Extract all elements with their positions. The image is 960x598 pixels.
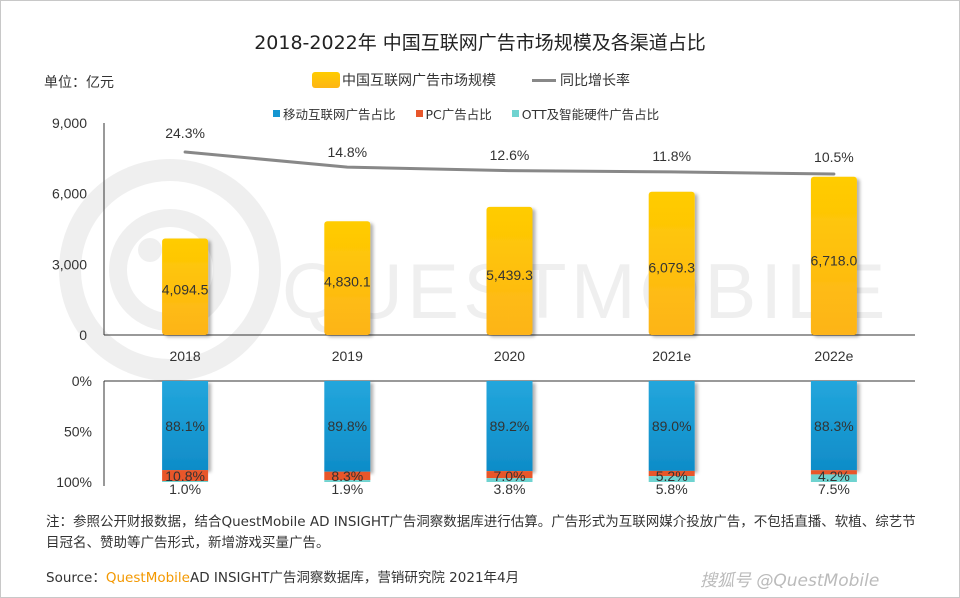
legend-pc-swatch xyxy=(415,110,423,117)
legend-bar-swatch xyxy=(312,72,340,88)
legend-bar-label: 中国互联网广告市场规模 xyxy=(342,73,496,89)
legend-ott: OTT及智能硬件广告占比 xyxy=(511,104,660,123)
watermark-credit: 搜狐号 @QuestMobile xyxy=(700,571,880,591)
legend-line-label: 同比增长率 xyxy=(560,73,630,89)
source-prefix: Source： xyxy=(46,570,106,586)
legend-top: 中国互联网广告市场规模 同比增长率 xyxy=(312,70,630,90)
legend-line-swatch xyxy=(532,78,556,82)
source-rest: AD INSIGHT广告洞察数据库，营销研究院 2021年4月 xyxy=(189,570,520,586)
source-line: Source：QuestMobileAD INSIGHT广告洞察数据库，营销研究… xyxy=(46,566,519,586)
legend-mobile: 移动互联网广告占比 xyxy=(273,104,396,123)
legend-mobile-swatch xyxy=(273,110,280,117)
chart-title: 2018-2022年 中国互联网广告市场规模及各渠道占比 xyxy=(254,32,706,54)
source-brand: QuestMobile xyxy=(105,570,190,586)
unit-label: 单位：亿元 xyxy=(44,75,114,91)
legend-pc: PC广告占比 xyxy=(415,104,492,123)
legend-bottom: 移动互联网广告占比 PC广告占比 OTT及智能硬件广告占比 xyxy=(273,104,679,123)
legend-pc-label: PC广告占比 xyxy=(425,107,492,122)
footnote: 注：参照公开财报数据，结合QuestMobile AD INSIGHT广告洞察数… xyxy=(46,514,916,551)
legend-ott-label: OTT及智能硬件广告占比 xyxy=(521,107,660,122)
legend-ott-swatch xyxy=(511,110,519,117)
legend-mobile-label: 移动互联网广告占比 xyxy=(283,107,396,122)
